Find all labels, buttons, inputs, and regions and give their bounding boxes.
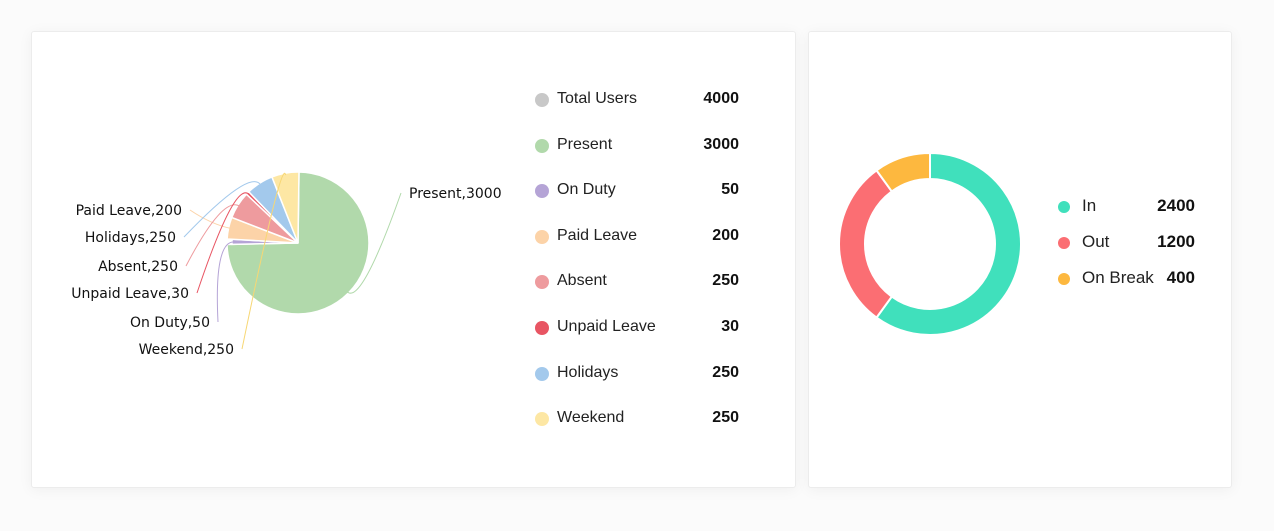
legend-value: 2400 bbox=[1157, 196, 1195, 215]
data-label-paid-leave: Paid Leave,200 bbox=[76, 203, 182, 219]
data-label-absent: Absent,250 bbox=[98, 259, 178, 275]
legend-dot bbox=[535, 184, 549, 199]
leader-line-weekend bbox=[241, 172, 287, 350]
legend-item-total-users[interactable]: Total Users 4000 bbox=[535, 88, 739, 110]
legend-dot bbox=[535, 138, 549, 153]
legend-value: 30 bbox=[721, 318, 739, 335]
legend-dot bbox=[535, 275, 549, 290]
legend-dot bbox=[535, 412, 549, 427]
legend-label: Present bbox=[557, 135, 613, 153]
status-donut-card: In 2400 Out 1200 On Break 400 bbox=[808, 31, 1232, 488]
legend-item-absent[interactable]: Absent 250 bbox=[535, 270, 739, 292]
legend-dot bbox=[535, 93, 549, 107]
data-label-holidays: Holidays,250 bbox=[85, 230, 176, 246]
leader-line-on-duty bbox=[216, 241, 235, 323]
attendance-pie-card: Present,3000 On Duty,50 Paid Leave,200 Abse… bbox=[31, 31, 796, 488]
legend-item-unpaid-leave[interactable]: Unpaid Leave 30 bbox=[535, 316, 739, 338]
legend-dot bbox=[1058, 273, 1070, 285]
legend-dot bbox=[535, 366, 549, 381]
donut-segment-on-break[interactable] bbox=[875, 151, 931, 193]
legend-value: 200 bbox=[712, 226, 739, 244]
legend-label: On Break bbox=[1082, 268, 1154, 287]
legend-value: 1200 bbox=[1157, 232, 1195, 251]
legend-label: Holidays bbox=[557, 363, 619, 381]
legend-dot bbox=[535, 321, 549, 335]
attendance-pie-chart: Present,3000 On Duty,50 Paid Leave,200 Abse… bbox=[71, 171, 502, 358]
legend-label: Unpaid Leave bbox=[557, 318, 656, 335]
donut-segment-out[interactable] bbox=[838, 168, 894, 320]
leader-line-present bbox=[346, 192, 402, 294]
legend-value: 4000 bbox=[703, 90, 739, 107]
legend-label: In bbox=[1082, 196, 1097, 215]
legend-label: Paid Leave bbox=[557, 226, 638, 244]
legend-value: 400 bbox=[1166, 268, 1195, 287]
data-label-on-duty: On Duty,50 bbox=[130, 315, 210, 331]
data-label-weekend: Weekend,250 bbox=[139, 342, 234, 358]
legend-item-out[interactable]: Out 1200 bbox=[1058, 231, 1195, 253]
legend-label: On Duty bbox=[557, 181, 616, 199]
legend-dot bbox=[1058, 237, 1070, 249]
legend-dot bbox=[1058, 201, 1070, 213]
legend-label: Absent bbox=[557, 272, 607, 290]
legend-label: Out bbox=[1082, 232, 1110, 251]
legend-item-present[interactable]: Present 3000 bbox=[535, 134, 739, 156]
legend-label: Total Users bbox=[557, 90, 638, 107]
leader-line-absent bbox=[185, 204, 240, 267]
legend-item-on-break[interactable]: On Break 400 bbox=[1058, 267, 1195, 289]
donut-segment-in[interactable] bbox=[875, 151, 1022, 336]
data-label-present: Present,3000 bbox=[409, 186, 502, 202]
legend-value: 250 bbox=[712, 409, 739, 427]
data-label-unpaid-leave: Unpaid Leave,30 bbox=[71, 286, 189, 302]
status-donut-chart bbox=[838, 151, 1022, 336]
legend-value: 250 bbox=[712, 363, 739, 381]
legend-item-on-duty[interactable]: On Duty 50 bbox=[535, 179, 739, 201]
legend-item-paid-leave[interactable]: Paid Leave 200 bbox=[535, 225, 739, 247]
leader-line-paid-leave bbox=[189, 209, 231, 229]
legend-item-holidays[interactable]: Holidays 250 bbox=[535, 362, 739, 384]
legend-value: 3000 bbox=[703, 135, 739, 153]
legend-value: 50 bbox=[721, 181, 739, 199]
legend-value: 250 bbox=[712, 272, 739, 290]
legend-label: Weekend bbox=[557, 409, 625, 427]
leader-line-unpaid-leave bbox=[196, 192, 250, 294]
legend-item-weekend[interactable]: Weekend 250 bbox=[535, 407, 739, 429]
legend-item-in[interactable]: In 2400 bbox=[1058, 195, 1195, 217]
leader-line-holidays bbox=[183, 181, 262, 238]
legend-dot bbox=[535, 229, 549, 244]
